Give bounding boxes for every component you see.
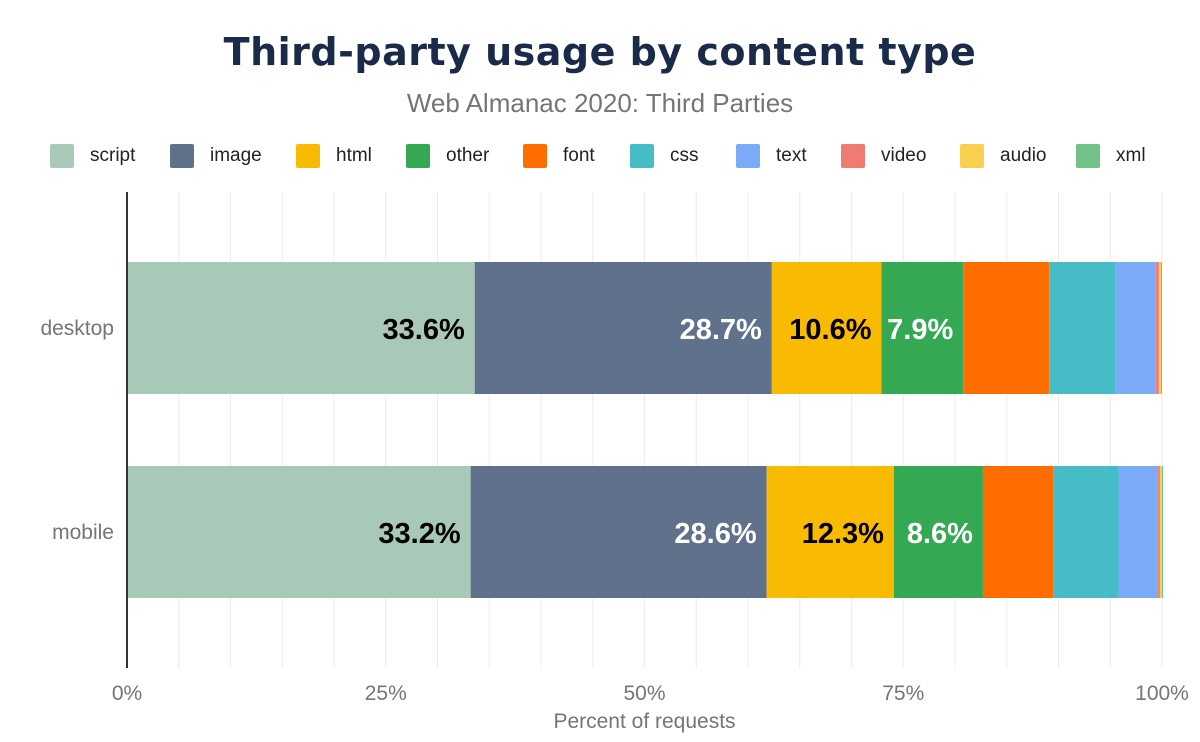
legend-label: script (90, 145, 136, 166)
bar-font-desktop (963, 262, 1050, 394)
legend-swatch (50, 144, 74, 168)
legend-item-xml[interactable]: xml (1076, 140, 1146, 172)
data-label: 33.2% (378, 518, 460, 550)
x-tick-label: 100% (1135, 682, 1189, 705)
legend-item-text[interactable]: text (736, 140, 807, 172)
bar-text-desktop (1115, 262, 1156, 394)
bar-css-desktop (1049, 262, 1116, 394)
x-tick-label: 75% (882, 682, 924, 705)
bar-script-mobile (127, 466, 471, 598)
legend-swatch (1076, 144, 1100, 168)
bar-audio-mobile (1159, 466, 1162, 598)
bar-audio-desktop (1158, 262, 1161, 394)
data-label: 33.6% (383, 314, 465, 346)
bar-text-mobile (1118, 466, 1158, 598)
category-label: desktop (40, 317, 114, 340)
legend-swatch (296, 144, 320, 168)
x-tick-label: 50% (623, 682, 665, 705)
legend-swatch (736, 144, 760, 168)
legend-label: font (563, 145, 595, 166)
data-label: 12.3% (802, 518, 884, 550)
bar-html-mobile (766, 466, 894, 598)
data-label: 7.9% (887, 314, 953, 346)
legend-item-audio[interactable]: audio (960, 140, 1047, 172)
data-label: 8.6% (907, 518, 973, 550)
x-tick-label: 0% (112, 682, 142, 705)
chart-title: Third-party usage by content type (223, 30, 977, 74)
x-tick-label: 25% (365, 682, 407, 705)
legend-swatch (841, 144, 865, 168)
data-label: 10.6% (789, 314, 871, 346)
bar-image-mobile (470, 466, 767, 598)
bar-image-desktop (474, 262, 772, 394)
data-label: 28.6% (674, 518, 756, 550)
axes: desktop mobile 0% 25% 50% 75% 100% Percent of r… (40, 192, 1189, 733)
chart-subtitle: Web Almanac 2020: Third Parties (406, 88, 794, 118)
legend-item-video[interactable]: video (841, 140, 926, 172)
legend-swatch (406, 144, 430, 168)
bar-xml-desktop (1160, 262, 1162, 394)
bar-font-mobile (982, 466, 1054, 598)
legend-label: image (210, 145, 262, 166)
legend-label: other (446, 145, 490, 166)
legend-label: text (776, 145, 807, 166)
legend-item-css[interactable]: css (630, 140, 699, 172)
legend-label: video (881, 145, 927, 166)
x-axis-title: Percent of requests (553, 710, 735, 733)
data-label: 28.7% (680, 314, 762, 346)
legend-swatch (630, 144, 654, 168)
legend-item-html[interactable]: html (296, 140, 372, 172)
bar-labels: 33.6% 28.7% 10.6% 7.9% 33.2% 28.6% 12.3% 8.6% (378, 314, 973, 550)
legend: script image html other font css text video audi… (50, 140, 1170, 172)
bar-other-desktop (881, 262, 964, 394)
bar-other-mobile (893, 466, 983, 598)
bar-video-desktop (1155, 262, 1159, 394)
legend-item-script[interactable]: script (50, 140, 135, 172)
legend-label: xml (1116, 145, 1146, 166)
legend-item-other[interactable]: other (406, 140, 489, 172)
bar-video-mobile (1157, 466, 1160, 598)
legend-swatch (170, 144, 194, 168)
legend-swatch (523, 144, 547, 168)
bar-css-mobile (1053, 466, 1119, 598)
legend-label: audio (1000, 145, 1047, 166)
bar-script-desktop (127, 262, 475, 394)
bars (127, 262, 1164, 598)
legend-label: html (336, 145, 372, 166)
legend-swatch (960, 144, 984, 168)
legend-item-font[interactable]: font (523, 140, 595, 172)
legend-item-image[interactable]: image (170, 140, 262, 172)
bar-xml-mobile (1162, 466, 1164, 598)
legend-label: css (670, 145, 699, 166)
bar-html-desktop (771, 262, 882, 394)
category-label: mobile (52, 521, 114, 544)
